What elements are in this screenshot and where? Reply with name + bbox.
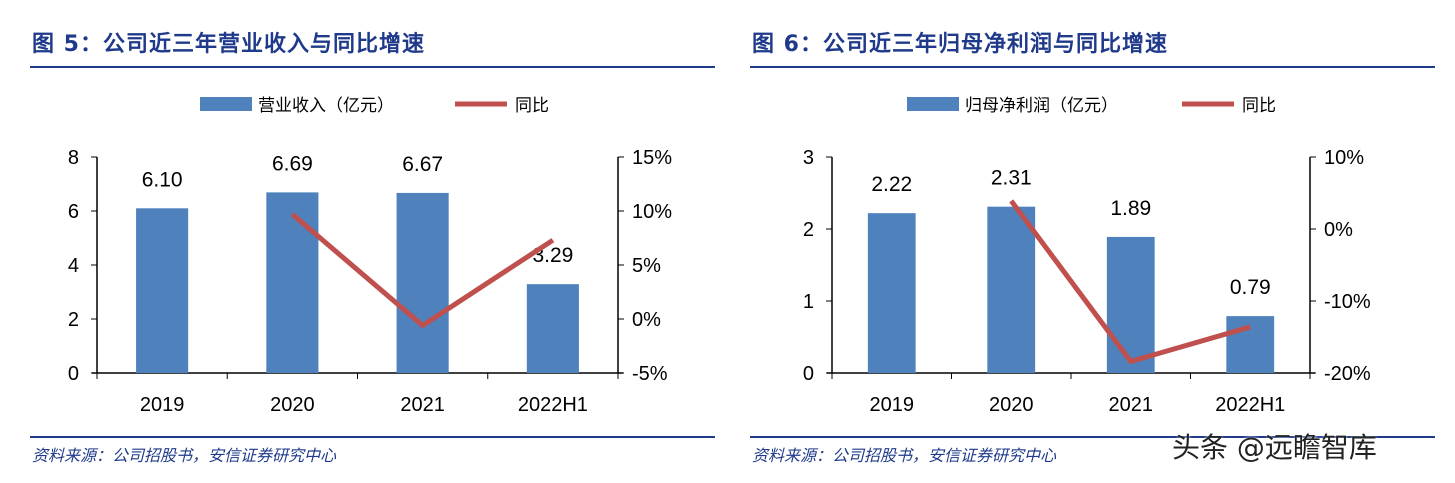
data-label: 2.22 [871,173,912,196]
divider [30,436,715,438]
y-tick-label-left: 0 [68,363,79,385]
chart-panel-revenue: 图 5：公司近三年营业收入与同比增速 营业收入（亿元） 同比 0 2 4 6 8 -5% 0% 5… [0,0,715,483]
y-tick-label-right: 0% [1324,219,1353,241]
y-tick-label-right: -20% [1324,363,1371,385]
y-tick-label-right: -5% [632,363,668,385]
y-tick-label-right: 10% [1324,147,1364,169]
chart-title: 图 6：公司近三年归母净利润与同比增速 [752,32,1168,57]
y-tick-label-right: 5% [632,255,661,277]
bar-2022H1 [526,284,579,373]
x-tick-label: 2019 [140,394,185,416]
bar-2019 [136,208,189,373]
revenue-chart: 营业收入（亿元） 同比 0 2 4 6 8 -5% 0% 5% 10% 15% 2019 6.10 2020… [68,96,672,416]
source-note: 资料来源：公司招股书，安信证券研究中心 [32,446,337,465]
y-tick-label-right: 15% [632,147,672,169]
divider [750,436,1435,438]
y-tick-label-left: 2 [803,219,814,241]
data-label: 2.31 [991,167,1032,190]
bar-2019 [867,213,916,373]
data-label: 6.10 [142,168,183,191]
y-tick-label-right: 0% [632,309,661,331]
legend-label: 营业收入（亿元） [258,96,394,116]
y-tick-label-left: 6 [68,201,79,223]
divider [30,66,715,68]
x-tick-label: 2019 [870,394,915,416]
legend-bar-swatch [907,97,959,111]
watermark: 头条 @远瞻智库 [1172,431,1377,464]
x-tick-label: 2020 [270,394,315,416]
chart-panel-net-profit: 图 6：公司近三年归母净利润与同比增速 归母净利润（亿元） 同比 0 1 2 3 -20% -… [720,0,1435,483]
source-note: 资料来源：公司招股书，安信证券研究中心 [752,446,1057,465]
data-label: 6.69 [272,152,313,175]
divider [750,66,1435,68]
bar-2021 [1106,236,1155,373]
legend-label: 归母净利润（亿元） [965,96,1118,116]
x-tick-label: 2021 [400,394,445,416]
x-tick-label: 2022H1 [518,394,588,416]
y-tick-label-left: 2 [68,309,79,331]
x-tick-label: 2021 [1109,394,1154,416]
y-tick-label-left: 4 [68,255,79,277]
y-tick-label-right: -10% [1324,291,1371,313]
x-tick-label: 2022H1 [1215,394,1285,416]
y-tick-label-left: 0 [803,363,814,385]
y-tick-label-right: 10% [632,201,672,223]
data-label: 3.29 [532,244,573,267]
chart-title: 图 5：公司近三年营业收入与同比增速 [32,32,425,57]
bar-2022H1 [1226,316,1275,373]
data-label: 0.79 [1230,276,1271,299]
bar-2021 [396,192,449,373]
data-label: 6.67 [402,153,443,176]
legend-bar-swatch [200,97,252,111]
legend-label: 同比 [1242,96,1276,116]
bar-2020 [987,206,1036,373]
y-tick-label-left: 1 [803,291,814,313]
legend-label: 同比 [515,96,549,116]
bar-2020 [266,192,319,373]
x-tick-label: 2020 [989,394,1034,416]
data-label: 1.89 [1110,197,1151,220]
y-tick-label-left: 3 [803,147,814,169]
net-profit-chart: 归母净利润（亿元） 同比 0 1 2 3 -20% -10% 0% 10% 2019 2.22 2020… [803,96,1371,416]
y-tick-label-left: 8 [68,147,79,169]
